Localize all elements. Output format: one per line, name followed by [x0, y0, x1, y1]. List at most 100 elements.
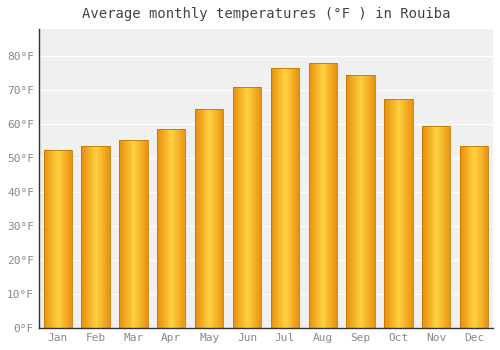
- Bar: [442, 126, 443, 328]
- Bar: [161, 130, 162, 328]
- Bar: [336, 63, 337, 328]
- Bar: [87, 146, 88, 328]
- Bar: [44, 150, 72, 328]
- Bar: [82, 146, 84, 328]
- Bar: [272, 68, 274, 328]
- Bar: [166, 130, 168, 328]
- Bar: [50, 150, 51, 328]
- Bar: [324, 63, 326, 328]
- Bar: [96, 146, 98, 328]
- Bar: [252, 87, 254, 328]
- Bar: [142, 140, 143, 328]
- Bar: [179, 130, 180, 328]
- Bar: [82, 146, 110, 328]
- Bar: [238, 87, 240, 328]
- Bar: [212, 109, 213, 328]
- Bar: [320, 63, 321, 328]
- Bar: [64, 150, 66, 328]
- Bar: [130, 140, 132, 328]
- Bar: [182, 130, 184, 328]
- Bar: [251, 87, 252, 328]
- Bar: [173, 130, 174, 328]
- Bar: [384, 99, 385, 328]
- Bar: [468, 146, 469, 328]
- Bar: [48, 150, 49, 328]
- Bar: [463, 146, 464, 328]
- Bar: [355, 75, 356, 328]
- Bar: [184, 130, 186, 328]
- Bar: [247, 87, 248, 328]
- Bar: [67, 150, 68, 328]
- Bar: [308, 63, 310, 328]
- Bar: [270, 68, 272, 328]
- Bar: [364, 75, 366, 328]
- Bar: [276, 68, 278, 328]
- Bar: [444, 126, 445, 328]
- Bar: [280, 68, 281, 328]
- Bar: [270, 68, 299, 328]
- Bar: [128, 140, 130, 328]
- Bar: [423, 126, 424, 328]
- Bar: [216, 109, 218, 328]
- Bar: [274, 68, 276, 328]
- Bar: [195, 109, 196, 328]
- Bar: [386, 99, 387, 328]
- Bar: [406, 99, 407, 328]
- Bar: [437, 126, 438, 328]
- Bar: [278, 68, 279, 328]
- Bar: [404, 99, 405, 328]
- Bar: [349, 75, 350, 328]
- Bar: [215, 109, 216, 328]
- Bar: [426, 126, 427, 328]
- Bar: [176, 130, 177, 328]
- Bar: [436, 126, 437, 328]
- Bar: [210, 109, 211, 328]
- Bar: [403, 99, 404, 328]
- Bar: [202, 109, 203, 328]
- Bar: [181, 130, 182, 328]
- Bar: [60, 150, 62, 328]
- Bar: [211, 109, 212, 328]
- Bar: [392, 99, 394, 328]
- Bar: [351, 75, 352, 328]
- Bar: [256, 87, 258, 328]
- Bar: [480, 146, 481, 328]
- Bar: [84, 146, 85, 328]
- Bar: [197, 109, 198, 328]
- Bar: [121, 140, 122, 328]
- Bar: [290, 68, 292, 328]
- Bar: [398, 99, 400, 328]
- Bar: [284, 68, 285, 328]
- Bar: [213, 109, 214, 328]
- Bar: [396, 99, 398, 328]
- Bar: [248, 87, 249, 328]
- Bar: [352, 75, 353, 328]
- Bar: [100, 146, 102, 328]
- Bar: [394, 99, 396, 328]
- Bar: [314, 63, 315, 328]
- Bar: [44, 150, 46, 328]
- Bar: [105, 146, 106, 328]
- Bar: [405, 99, 406, 328]
- Bar: [294, 68, 296, 328]
- Bar: [288, 68, 290, 328]
- Bar: [319, 63, 320, 328]
- Bar: [385, 99, 386, 328]
- Bar: [281, 68, 282, 328]
- Bar: [470, 146, 472, 328]
- Bar: [206, 109, 208, 328]
- Bar: [335, 63, 336, 328]
- Bar: [254, 87, 256, 328]
- Bar: [260, 87, 261, 328]
- Bar: [52, 150, 53, 328]
- Bar: [439, 126, 440, 328]
- Bar: [54, 150, 55, 328]
- Bar: [318, 63, 319, 328]
- Bar: [137, 140, 138, 328]
- Bar: [440, 126, 441, 328]
- Bar: [163, 130, 164, 328]
- Bar: [362, 75, 364, 328]
- Bar: [476, 146, 477, 328]
- Bar: [141, 140, 142, 328]
- Bar: [214, 109, 215, 328]
